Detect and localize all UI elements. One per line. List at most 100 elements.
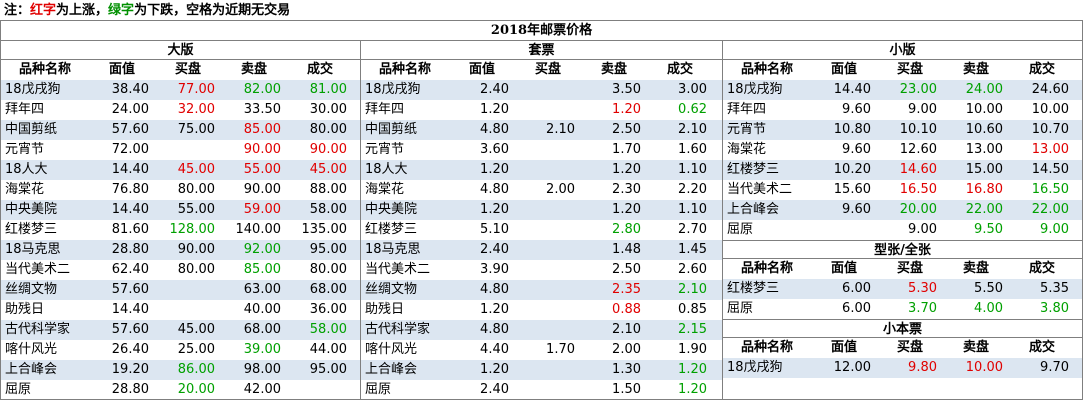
table-row: 中国剪纸 4.80 2.10 2.50 2.10 bbox=[361, 120, 722, 140]
ask-cell: 16.80 bbox=[965, 182, 1003, 197]
face-value-cell: 76.80 bbox=[111, 182, 149, 197]
face-value-cell: 14.40 bbox=[833, 82, 871, 97]
table-row: 上合峰会 19.20 86.00 98.00 95.00 bbox=[1, 360, 360, 380]
variety-name-cell: 18戊戌狗 bbox=[727, 82, 783, 97]
table-row: 18马克思 28.80 90.00 92.00 95.00 bbox=[1, 240, 360, 260]
bid-cell: 3.70 bbox=[908, 301, 937, 316]
bid-cell bbox=[515, 320, 581, 340]
header-face-value: 面值 bbox=[830, 340, 857, 355]
deal-cell: 95.00 bbox=[309, 242, 347, 257]
table-row: 古代科学家 4.80 2.10 2.15 bbox=[361, 320, 722, 340]
bid-cell bbox=[515, 280, 581, 300]
deal-cell: 9.70 bbox=[1040, 360, 1069, 375]
ask-cell: 3.50 bbox=[612, 82, 641, 97]
deal-cell: 2.10 bbox=[678, 282, 707, 297]
variety-name-cell: 古代科学家 bbox=[5, 322, 71, 337]
section-title: 小版 bbox=[723, 41, 1082, 60]
deal-cell bbox=[287, 380, 353, 400]
deal-cell: 36.00 bbox=[309, 302, 347, 317]
variety-name-cell: 当代美术二 bbox=[5, 262, 71, 277]
deal-cell: 45.00 bbox=[309, 162, 347, 177]
table-row: 上合峰会 9.60 20.00 22.00 22.00 bbox=[723, 200, 1082, 220]
bid-cell bbox=[515, 240, 581, 260]
ask-cell: 63.00 bbox=[243, 282, 281, 297]
ask-cell: 42.00 bbox=[243, 382, 281, 397]
variety-name-cell: 喀什风光 bbox=[5, 342, 58, 357]
ask-cell: 1.20 bbox=[612, 102, 641, 117]
face-value-cell: 28.80 bbox=[111, 382, 149, 397]
header-ask: 卖盘 bbox=[962, 340, 989, 355]
ask-cell: 1.48 bbox=[612, 242, 641, 257]
deal-cell: 9.00 bbox=[1040, 222, 1069, 237]
legend-note: 注：红字为上涨，绿字为下跌，空格为近期无交易 bbox=[4, 2, 290, 20]
header-bid: 买盘 bbox=[896, 261, 923, 276]
face-value-cell: 4.80 bbox=[480, 122, 509, 137]
table-title: 2018年邮票价格 bbox=[1, 21, 1082, 41]
variety-name-cell: 喀什风光 bbox=[365, 342, 418, 357]
face-value-cell: 14.40 bbox=[111, 302, 149, 317]
deal-cell: 58.00 bbox=[309, 322, 347, 337]
variety-name-cell: 拜年四 bbox=[727, 102, 767, 117]
face-value-cell: 2.40 bbox=[480, 382, 509, 397]
variety-name-cell: 元宵节 bbox=[5, 142, 45, 157]
variety-name-cell: 18人大 bbox=[365, 162, 408, 177]
bid-cell: 128.00 bbox=[169, 222, 216, 237]
table-row: 18戊戌狗 14.40 23.00 24.00 24.60 bbox=[723, 80, 1082, 100]
header-ask: 卖盘 bbox=[600, 62, 627, 77]
face-value-cell: 26.40 bbox=[111, 342, 149, 357]
face-value-cell: 14.40 bbox=[111, 202, 149, 217]
variety-name-cell: 当代美术二 bbox=[727, 182, 793, 197]
table-row: 18人大 1.20 1.20 1.10 bbox=[361, 160, 722, 180]
deal-cell: 2.70 bbox=[678, 222, 707, 237]
face-value-cell: 4.40 bbox=[480, 342, 509, 357]
bid-cell: 9.00 bbox=[908, 222, 937, 237]
section-rows: 品种名称 面值 买盘 卖盘 成交 18戊戌狗 14.40 23.00 24.00 24.60 拜年四… bbox=[723, 60, 1082, 240]
deal-cell: 81.00 bbox=[309, 82, 347, 97]
bid-cell: 9.00 bbox=[908, 102, 937, 117]
variety-name-cell: 上合峰会 bbox=[727, 202, 780, 217]
header-variety-name: 品种名称 bbox=[378, 62, 431, 77]
bid-cell: 16.50 bbox=[899, 182, 937, 197]
face-value-cell: 6.00 bbox=[842, 301, 871, 316]
ask-cell: 10.60 bbox=[965, 122, 1003, 137]
table-row: 中央美院 1.20 1.20 1.10 bbox=[361, 200, 722, 220]
bid-cell: 9.80 bbox=[908, 360, 937, 375]
face-value-cell: 1.20 bbox=[480, 202, 509, 217]
header-deal: 成交 bbox=[306, 62, 333, 77]
variety-name-cell: 18戊戌狗 bbox=[5, 82, 61, 97]
section-title: 小本票 bbox=[723, 319, 1082, 338]
bid-cell: 45.00 bbox=[177, 322, 215, 337]
header-bid: 买盘 bbox=[896, 62, 923, 77]
note-suffix: 为下跌，空格为近期无交易 bbox=[134, 3, 291, 18]
header-bid: 买盘 bbox=[174, 62, 201, 77]
variety-name-cell: 18马克思 bbox=[5, 242, 61, 257]
table-row: 助残日 1.20 0.88 0.85 bbox=[361, 300, 722, 320]
bid-cell: 80.00 bbox=[177, 182, 215, 197]
table-row: 拜年四 9.60 9.00 10.00 10.00 bbox=[723, 100, 1082, 120]
deal-cell: 30.00 bbox=[309, 102, 347, 117]
bid-cell: 2.00 bbox=[546, 182, 575, 197]
variety-name-cell: 海棠花 bbox=[365, 182, 405, 197]
deal-cell: 1.45 bbox=[678, 242, 707, 257]
face-value-cell: 4.80 bbox=[480, 322, 509, 337]
header-variety-name: 品种名称 bbox=[740, 62, 793, 77]
ask-cell: 68.00 bbox=[243, 322, 281, 337]
deal-cell: 95.00 bbox=[309, 362, 347, 377]
table-row: 18戊戌狗 38.40 77.00 82.00 81.00 bbox=[1, 80, 360, 100]
bid-cell: 20.00 bbox=[177, 382, 215, 397]
note-mid: 为上涨， bbox=[56, 3, 109, 18]
table-row: 丝绸文物 4.80 2.35 2.10 bbox=[361, 280, 722, 300]
deal-cell: 1.20 bbox=[678, 362, 707, 377]
ask-cell: 2.10 bbox=[612, 322, 641, 337]
deal-cell: 1.60 bbox=[678, 142, 707, 157]
deal-cell: 5.35 bbox=[1040, 281, 1069, 296]
ask-cell: 85.00 bbox=[243, 262, 281, 277]
variety-name-cell: 屈原 bbox=[727, 222, 754, 237]
bid-cell: 75.00 bbox=[177, 122, 215, 137]
price-table: 2018年邮票价格 大版 品种名称 面值 买盘 卖盘 成交 18戊戌狗 38.40 77.00… bbox=[0, 20, 1083, 400]
bid-cell bbox=[515, 100, 581, 120]
bid-cell: 86.00 bbox=[177, 362, 215, 377]
variety-name-cell: 拜年四 bbox=[5, 102, 45, 117]
face-value-cell: 10.80 bbox=[833, 122, 871, 137]
column-divider bbox=[722, 41, 723, 399]
